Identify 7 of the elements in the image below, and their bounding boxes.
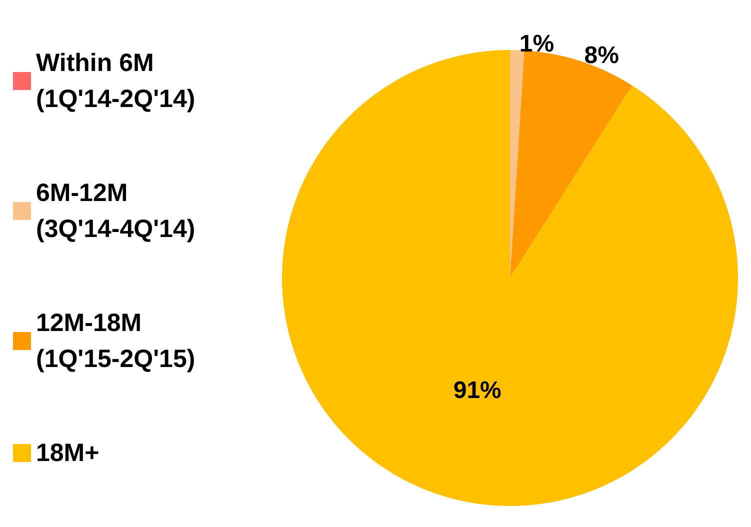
legend-label: 18M+ [36,439,100,467]
data-label: 91% [453,376,502,404]
legend-label: 6M-12M (3Q'14-4Q'14) [36,179,196,243]
legend-label: Within 6M (1Q'14-2Q'14) [36,49,196,113]
data-label: 1% [519,30,554,58]
legend-label: 12M-18M (1Q'15-2Q'15) [36,309,196,373]
data-label: 8% [584,42,619,69]
